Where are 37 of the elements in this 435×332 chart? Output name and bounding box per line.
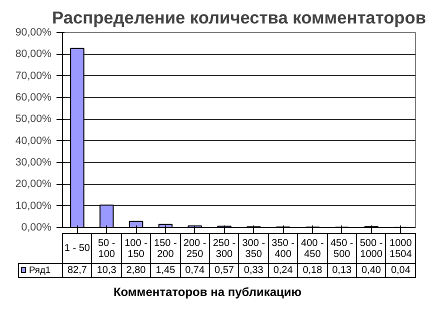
x-tick-label: 250 - 300 xyxy=(210,234,239,264)
x-tick-label: 100 - 150 xyxy=(121,234,151,264)
y-tick-label: 70,00% xyxy=(15,70,52,82)
data-label: 82,7 xyxy=(62,264,92,278)
x-tick-label: 1 - 50 xyxy=(62,234,92,264)
data-label: 0,13 xyxy=(327,264,357,278)
x-tick-label: 200 - 250 xyxy=(180,234,210,264)
data-label: 2,80 xyxy=(121,264,151,278)
x-tick-label: 450 - 500 xyxy=(327,234,357,264)
x-tick-label: 150 - 200 xyxy=(150,234,180,264)
x-tick-label: 350 - 400 xyxy=(268,234,298,264)
x-tick-label: 500 - 1000 xyxy=(356,234,386,264)
x-tick-label: 50 - 100 xyxy=(92,234,122,264)
y-tick-label: 30,00% xyxy=(15,156,52,168)
y-tick-label: 0,00% xyxy=(21,222,52,234)
data-label: 0,57 xyxy=(210,264,239,278)
y-tick-label: 60,00% xyxy=(15,92,52,104)
x-tick-label: 300 - 350 xyxy=(238,234,268,264)
y-tick-label: 10,00% xyxy=(15,200,52,212)
chart-title: Распределение количества комментаторов xyxy=(52,8,426,28)
x-tick-label: 1000 1504 xyxy=(386,234,416,264)
legend-label: Ряд1 xyxy=(18,264,62,278)
y-tick-label: 50,00% xyxy=(15,113,52,126)
data-label: 0,18 xyxy=(298,264,328,278)
data-label: 1,45 xyxy=(150,264,180,278)
y-tick-label: 40,00% xyxy=(15,134,52,147)
x-axis-title: Комментаторов на публикацию xyxy=(112,284,303,301)
data-label: 0,33 xyxy=(238,264,268,278)
data-label: 0,40 xyxy=(356,264,386,278)
y-tick-label: 90,00% xyxy=(15,26,52,38)
data-label: 0,74 xyxy=(180,264,210,278)
y-tick-label: 20,00% xyxy=(15,178,52,190)
y-tick-label: 80,00% xyxy=(15,48,52,60)
x-tick-label: 400 - 450 xyxy=(298,234,328,264)
data-label: 0,24 xyxy=(268,264,298,278)
data-label: 0,04 xyxy=(386,264,416,278)
data-label: 10,3 xyxy=(92,264,122,278)
